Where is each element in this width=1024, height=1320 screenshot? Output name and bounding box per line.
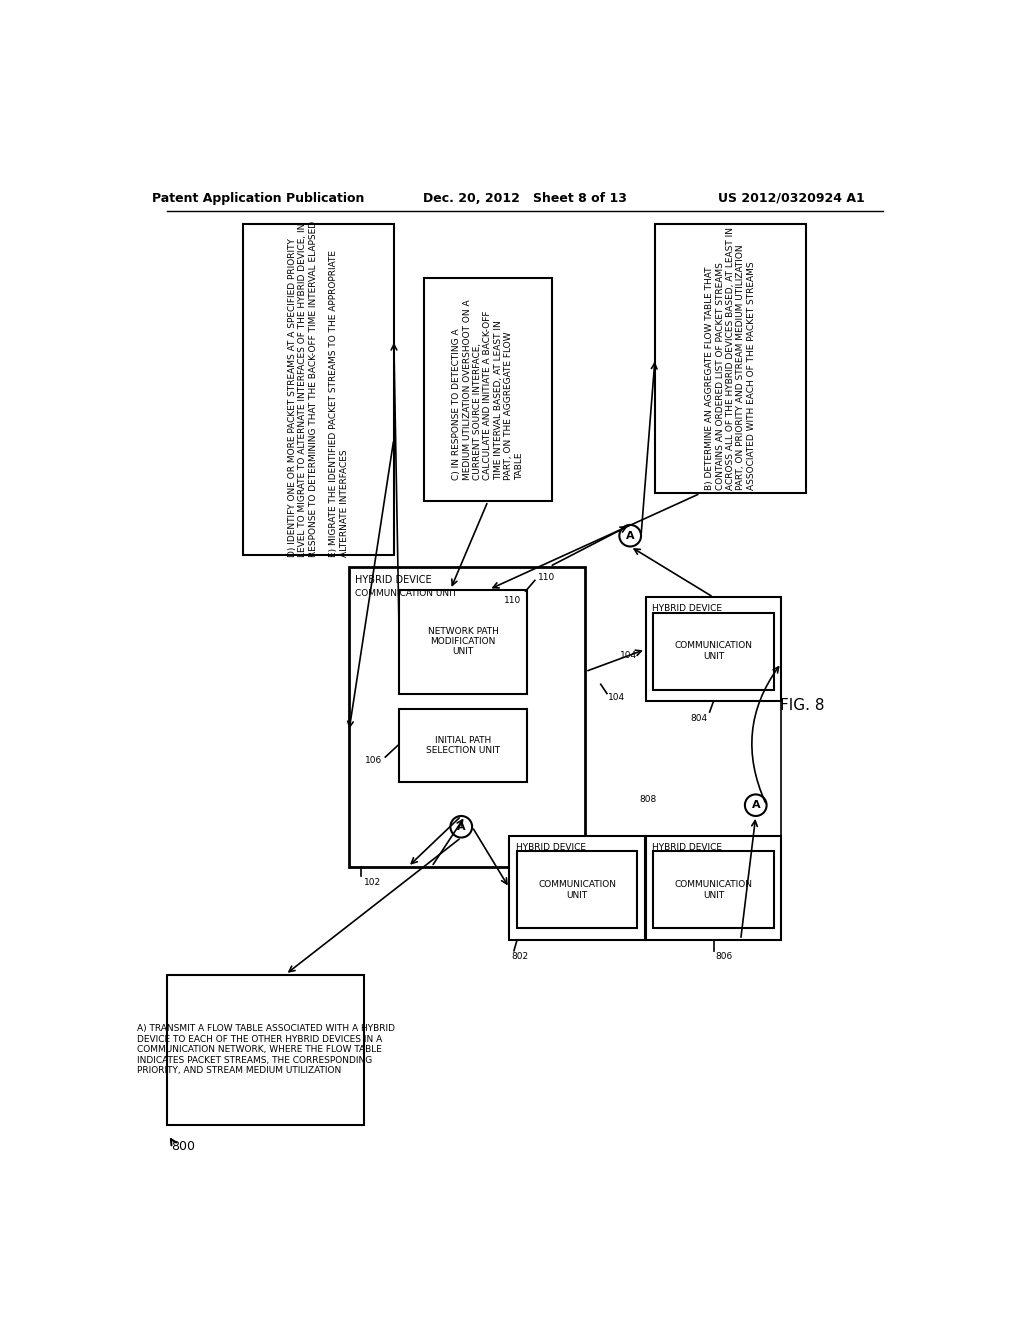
Text: COMMUNICATION
UNIT: COMMUNICATION UNIT	[675, 642, 753, 661]
Text: COMMUNICATION UNIT: COMMUNICATION UNIT	[355, 589, 457, 598]
Bar	[655, 224, 806, 494]
Text: 808: 808	[640, 796, 656, 804]
Text: COMMUNICATION
UNIT: COMMUNICATION UNIT	[675, 880, 753, 900]
Bar	[399, 709, 527, 781]
Bar	[243, 224, 394, 554]
Bar	[167, 974, 365, 1125]
Text: 106: 106	[365, 756, 382, 766]
Text: HYBRID DEVICE: HYBRID DEVICE	[652, 843, 722, 851]
Bar	[653, 851, 773, 928]
Bar	[646, 836, 781, 940]
Bar	[349, 566, 586, 867]
Text: NETWORK PATH
MODIFICATION
UNIT: NETWORK PATH MODIFICATION UNIT	[428, 627, 499, 656]
Text: HYBRID DEVICE: HYBRID DEVICE	[652, 605, 722, 614]
Bar	[517, 851, 637, 928]
Bar	[646, 597, 781, 701]
Text: A: A	[626, 531, 635, 541]
Text: A) TRANSMIT A FLOW TABLE ASSOCIATED WITH A HYBRID
DEVICE TO EACH OF THE OTHER HY: A) TRANSMIT A FLOW TABLE ASSOCIATED WITH…	[136, 1024, 394, 1074]
Text: US 2012/0320924 A1: US 2012/0320924 A1	[718, 191, 865, 205]
Bar	[509, 836, 645, 940]
Text: 806: 806	[716, 953, 733, 961]
Text: 110: 110	[538, 573, 555, 582]
Bar	[424, 277, 552, 502]
Text: 110: 110	[504, 595, 521, 605]
Text: C) IN RESPONSE TO DETECTING A
MEDIUM UTILIZATION OVERSHOOT ON A
CURRENT SOURCE I: C) IN RESPONSE TO DETECTING A MEDIUM UTI…	[453, 300, 523, 479]
Bar	[399, 590, 527, 693]
Text: INITIAL PATH
SELECTION UNIT: INITIAL PATH SELECTION UNIT	[426, 735, 501, 755]
Text: A: A	[752, 800, 760, 810]
Text: 800: 800	[171, 1139, 195, 1152]
Text: Dec. 20, 2012   Sheet 8 of 13: Dec. 20, 2012 Sheet 8 of 13	[423, 191, 627, 205]
Text: A: A	[457, 822, 466, 832]
Text: 804: 804	[690, 714, 708, 722]
Text: FIG. 8: FIG. 8	[780, 697, 824, 713]
Text: D) IDENTIFY ONE OR MORE PACKET STREAMS AT A SPECIFIED PRIORITY
LEVEL TO MIGRATE : D) IDENTIFY ONE OR MORE PACKET STREAMS A…	[288, 222, 349, 557]
Text: 802: 802	[512, 953, 528, 961]
Bar	[653, 612, 773, 689]
Text: COMMUNICATION
UNIT: COMMUNICATION UNIT	[539, 880, 616, 900]
Text: 102: 102	[365, 878, 382, 887]
Text: Patent Application Publication: Patent Application Publication	[152, 191, 365, 205]
Text: 104: 104	[621, 651, 637, 660]
Text: HYBRID DEVICE: HYBRID DEVICE	[515, 843, 586, 851]
Text: 104: 104	[607, 693, 625, 702]
Text: B) DETERMINE AN AGGREGATE FLOW TABLE THAT
CONTAINS AN ORDERED LIST OF PACKET STR: B) DETERMINE AN AGGREGATE FLOW TABLE THA…	[706, 227, 756, 490]
Text: HYBRID DEVICE: HYBRID DEVICE	[355, 576, 432, 585]
